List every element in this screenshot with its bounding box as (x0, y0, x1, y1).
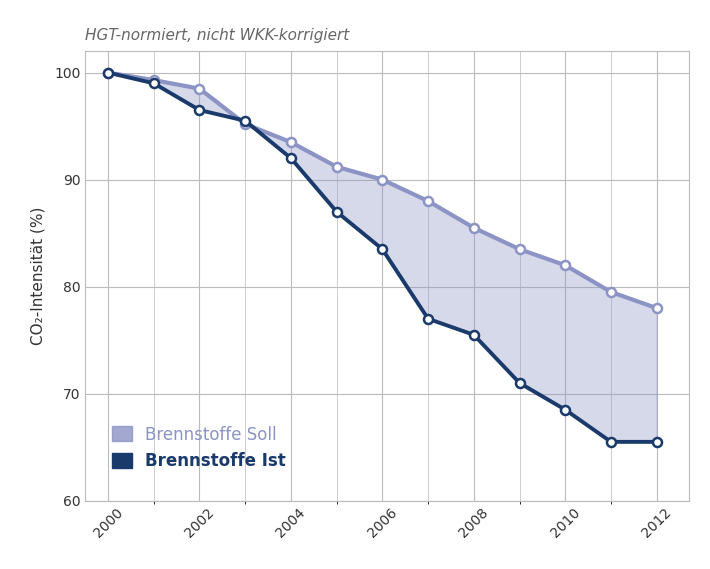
Y-axis label: CO₂-Intensität (%): CO₂-Intensität (%) (31, 207, 45, 345)
Text: HGT-normiert, nicht WKK-korrigiert: HGT-normiert, nicht WKK-korrigiert (85, 28, 349, 43)
Legend: Brennstoffe Soll, Brennstoffe Ist: Brennstoffe Soll, Brennstoffe Ist (111, 426, 285, 470)
